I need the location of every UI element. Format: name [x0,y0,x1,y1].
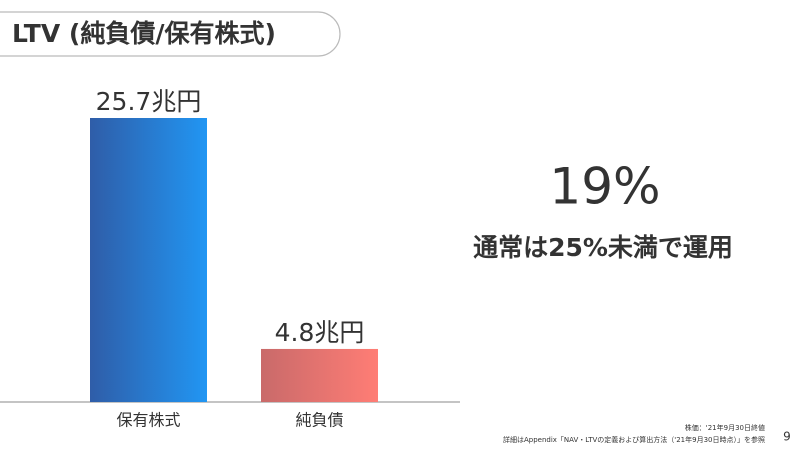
value-label: 25.7兆円 [96,87,202,116]
x-tick-label: 純負債 [295,411,343,430]
bar [90,118,207,402]
footnote: 詳細はAppendix「NAV・LTVの定義および算出方法（'21年9月30日時… [503,435,765,444]
chart-title: LTV (純負債/保有株式) [12,19,276,48]
x-tick-label: 保有株式 [116,411,180,430]
bar [261,348,378,402]
title-box [0,11,341,57]
page-number: 9 [783,430,791,444]
note: 通常は25%未満で運用 [473,233,733,262]
value-label: 4.8兆円 [275,318,365,347]
headline: 19% [549,158,660,216]
footnote: 株価：'21年9月30日終値 [685,423,765,432]
